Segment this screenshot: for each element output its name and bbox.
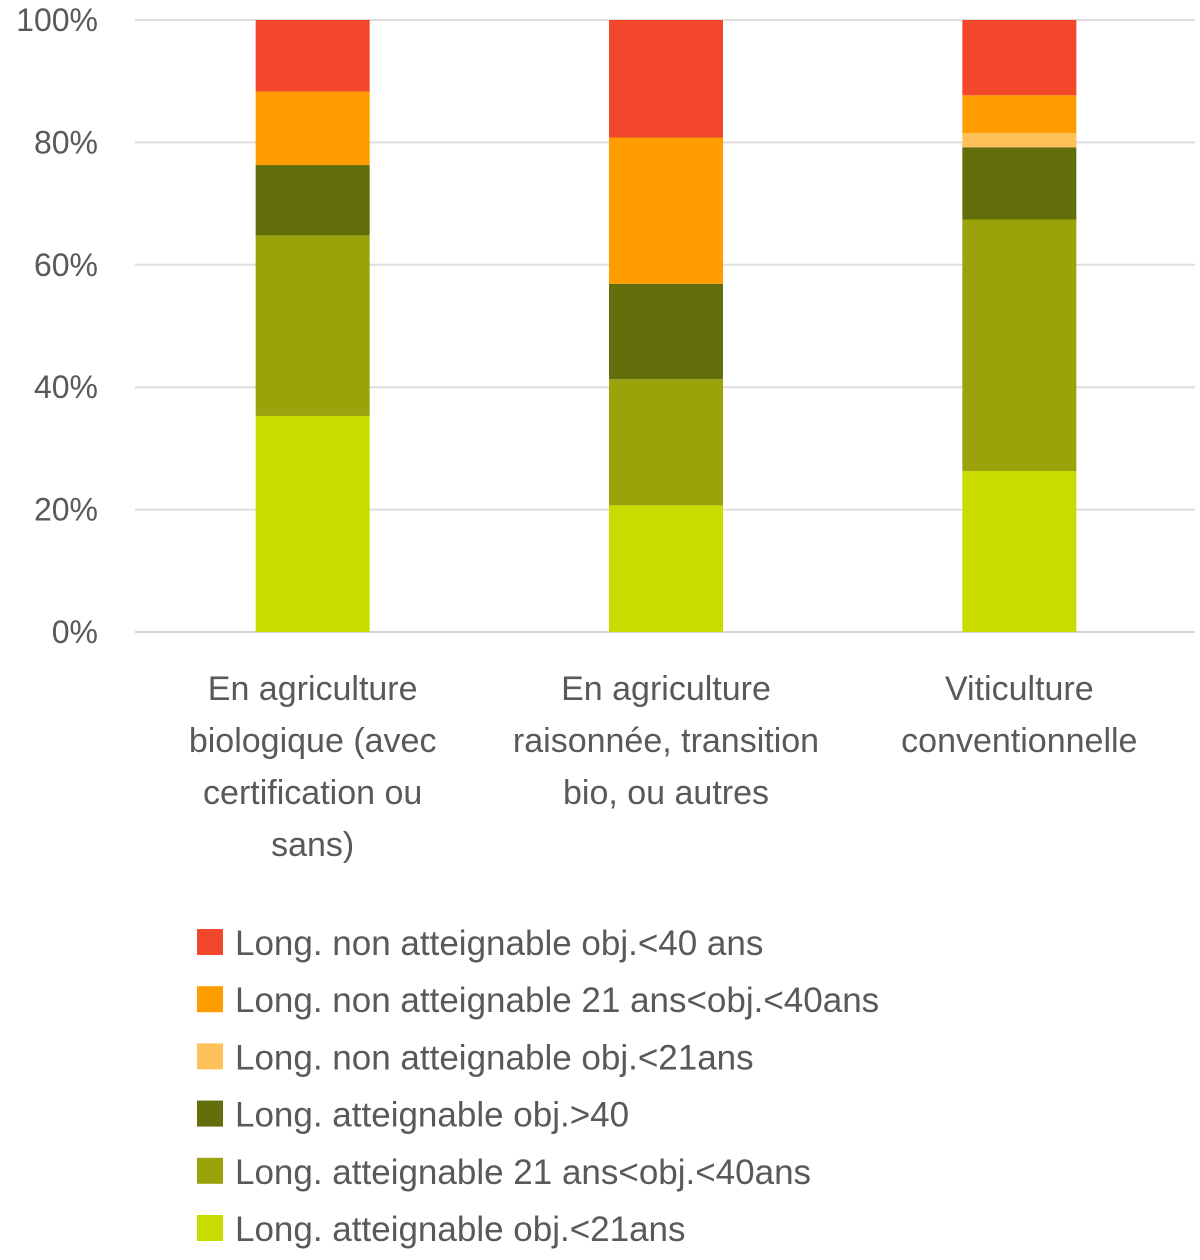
- bar-segment: [962, 471, 1077, 632]
- y-tick-label: 0%: [52, 614, 98, 650]
- legend-label: Long. non atteignable obj.<40 ans: [235, 924, 763, 963]
- legend: Long. non atteignable obj.<40 ans Long. n…: [197, 924, 879, 1249]
- legend-label: Long. non atteignable 21 ans<obj.<40ans: [235, 981, 879, 1020]
- y-tick-label: 80%: [34, 124, 98, 160]
- x-category-label: En agriculture: [561, 670, 771, 708]
- bar-segment: [609, 505, 723, 632]
- bar-segment: [255, 20, 370, 92]
- legend-swatch: [197, 1157, 223, 1184]
- y-tick-label: 100%: [16, 2, 98, 38]
- y-axis: 0% 20% 40% 60% 80% 100%: [16, 2, 98, 650]
- bar-segment: [962, 20, 1077, 96]
- x-category-label: conventionnelle: [901, 722, 1137, 760]
- bar-segment: [962, 147, 1077, 220]
- legend-swatch: [197, 1100, 223, 1127]
- legend-swatch: [197, 1215, 223, 1241]
- legend-label: Long. atteignable 21 ans<obj.<40ans: [235, 1153, 811, 1192]
- bar-segment: [609, 379, 723, 506]
- bar-segment: [962, 133, 1077, 148]
- x-category-label: raisonnée, transition: [513, 722, 819, 760]
- bar-segment: [962, 219, 1077, 472]
- legend-label: Long. non atteignable obj.<21ans: [235, 1038, 754, 1077]
- x-category-label: En agriculture: [208, 670, 418, 708]
- bar-segment: [255, 235, 370, 416]
- bar-segment: [962, 95, 1077, 134]
- y-tick-label: 40%: [34, 369, 98, 405]
- x-axis: En agriculture biologique (avec certificat…: [189, 670, 1138, 864]
- bars: [255, 20, 1077, 632]
- x-category-label: bio, ou autres: [563, 774, 769, 812]
- legend-label: Long. atteignable obj.<21ans: [235, 1210, 686, 1249]
- x-category-label: biologique (avec: [189, 722, 437, 760]
- y-tick-label: 60%: [34, 247, 98, 283]
- y-tick-label: 20%: [34, 492, 98, 528]
- legend-swatch: [197, 1043, 223, 1070]
- bar-segment: [255, 415, 370, 632]
- legend-swatch: [197, 929, 223, 955]
- bar-segment: [609, 20, 723, 138]
- bar-segment: [255, 165, 370, 236]
- x-category-label: sans): [271, 826, 354, 864]
- bar-segment: [609, 137, 723, 284]
- legend-label: Long. atteignable obj.>40: [235, 1096, 629, 1135]
- bar-segment: [255, 91, 370, 166]
- x-category-label: Viticulture: [945, 670, 1094, 708]
- x-category-label: certification ou: [203, 774, 422, 812]
- bar-segment: [609, 283, 723, 380]
- legend-swatch: [197, 986, 223, 1013]
